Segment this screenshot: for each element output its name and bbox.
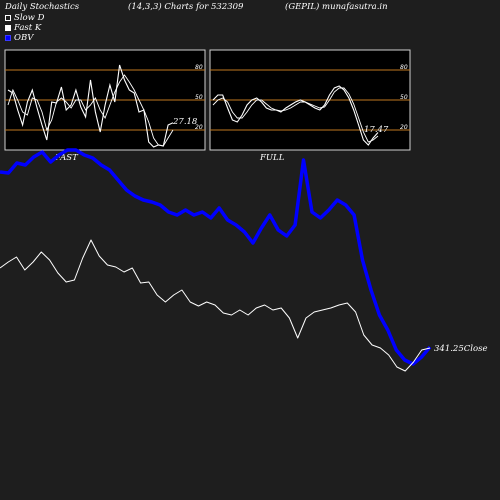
full-tick-20: 20	[400, 124, 408, 131]
fast-tick-80: 80	[195, 64, 203, 71]
obv-swatch	[5, 35, 11, 41]
legend-slow-d: Slow D	[5, 13, 44, 23]
obv-line	[0, 148, 432, 366]
legend-obv: OBV	[5, 33, 33, 43]
fast-last-value: 27.18	[172, 117, 198, 127]
legend-fast-k: Fast K	[5, 23, 41, 33]
fast-panel-title: FAST	[54, 153, 79, 163]
fast-panel: 20 50 80 27.18 FAST	[4, 49, 206, 163]
legend-slow-d-label: Slow D	[14, 13, 45, 23]
full-tick-80: 80	[400, 64, 408, 71]
full-last-value: 17.47	[364, 125, 389, 135]
chart-params: (14,3,3) Charts for 532309	[128, 2, 244, 12]
fast-tick-20: 20	[195, 124, 203, 131]
legend-obv-label: OBV	[14, 33, 34, 43]
close-value-label: 341.25Close	[434, 344, 487, 354]
legend-fast-k-label: Fast K	[14, 23, 42, 33]
fast-fast-k-line	[7, 64, 174, 148]
fast-k-swatch	[5, 25, 11, 31]
full-panel-title: FULL	[259, 153, 285, 163]
slow-d-swatch	[5, 15, 11, 21]
full-panel: 20 50 80 17.47 FULL	[209, 49, 411, 163]
full-fast-k-line	[212, 85, 379, 146]
fast-tick-50: 50	[195, 94, 203, 101]
fast-slow-d-line	[7, 74, 174, 147]
chart-title: Daily Stochastics	[5, 2, 80, 12]
chart-source: (GEPIL) munafasutra.in	[285, 2, 388, 12]
close-price-line	[0, 239, 431, 372]
full-tick-50: 50	[400, 94, 408, 101]
full-slow-d-line	[212, 87, 379, 143]
